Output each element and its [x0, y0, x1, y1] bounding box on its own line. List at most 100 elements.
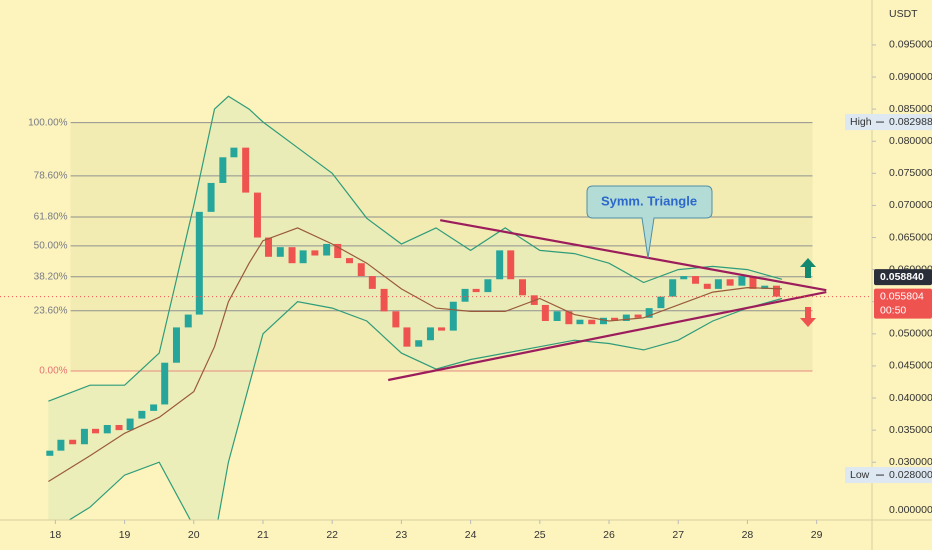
candle-body	[611, 317, 619, 321]
annotation-callout: Symm. Triangle	[586, 185, 713, 259]
candle-body	[195, 211, 203, 315]
trendline	[440, 219, 827, 292]
x-tick-label: 23	[396, 529, 408, 541]
x-tick-label: 27	[672, 529, 684, 541]
bollinger-lower	[68, 297, 783, 520]
candle-body	[703, 283, 711, 289]
candle-body	[276, 247, 284, 257]
candle-body	[438, 327, 446, 331]
candle-body	[126, 418, 134, 431]
y-tick-label: 0.065000	[889, 231, 932, 243]
candle-body	[161, 362, 169, 405]
x-tick-label: 21	[257, 529, 269, 541]
candle-body	[519, 279, 527, 296]
candle-body	[634, 314, 642, 318]
candle-body	[749, 276, 757, 289]
low-value: 0.028000	[889, 469, 932, 481]
candle-body	[46, 450, 54, 456]
x-tick-label: 29	[811, 529, 823, 541]
candle-body	[588, 319, 596, 325]
y-tick-label: 0.075000	[889, 167, 932, 179]
y-tick-label: 0.045000	[889, 360, 932, 372]
candle-body	[138, 410, 146, 419]
x-tick-label: 20	[188, 529, 200, 541]
candle-body	[219, 157, 227, 183]
fib-level-label: 100.00%	[28, 117, 68, 128]
fib-level-label: 61.80%	[34, 212, 68, 223]
candle-body	[69, 439, 77, 445]
candle-body	[726, 279, 734, 286]
plot-area: 100.00% 78.60% 61.80% 50.00% 38.20% 23.60% 0.0…	[0, 95, 872, 520]
candle-body	[541, 304, 549, 321]
candle-body	[172, 327, 180, 363]
moving-average	[48, 227, 783, 483]
candle-body	[484, 279, 492, 293]
candle-body	[507, 250, 515, 280]
fib-level-label: 50.00%	[34, 241, 68, 252]
candle-body	[461, 288, 469, 302]
candle-body	[288, 247, 296, 264]
candle-body	[772, 285, 780, 297]
candle-body	[645, 308, 653, 318]
current-price-label: 0.055804	[880, 290, 924, 302]
fib-level-label: 78.60%	[34, 171, 68, 182]
candle-body	[357, 263, 365, 277]
candle-body	[565, 311, 573, 325]
candle-body	[657, 296, 665, 309]
candle-body	[669, 279, 677, 297]
candle-body	[103, 424, 111, 434]
y-tick-label: 0.095000	[889, 39, 932, 51]
annotation-text: Symm. Triangle	[601, 193, 697, 208]
candle-body	[738, 276, 746, 286]
y-tick-label: 0.040000	[889, 392, 932, 404]
y-tick-label: 0.090000	[889, 71, 932, 83]
candle-body	[576, 319, 584, 325]
candle-body	[150, 404, 158, 411]
candle-body	[265, 237, 273, 257]
candle-body	[80, 428, 88, 445]
candle-body	[599, 317, 607, 325]
down-arrow	[800, 307, 816, 327]
trendline	[387, 291, 827, 382]
candle-body	[184, 314, 192, 328]
candle-body	[253, 192, 261, 238]
candle-body	[115, 424, 123, 431]
candle-body	[761, 285, 769, 289]
candle-body	[472, 288, 480, 293]
candle-body	[496, 250, 504, 280]
x-tick-label: 28	[742, 529, 754, 541]
x-tick-label: 26	[603, 529, 615, 541]
candle-body	[449, 301, 457, 331]
countdown-label: 00:50	[880, 304, 906, 316]
candle-body	[334, 243, 342, 259]
candle-body	[415, 340, 423, 347]
callout-shape	[586, 185, 713, 259]
candle-body	[622, 314, 630, 321]
high-label-box	[845, 114, 932, 131]
candle-body	[426, 327, 434, 341]
candle-body	[207, 182, 215, 212]
candle-body	[368, 276, 376, 289]
current-price-box	[874, 288, 932, 319]
candle-body	[242, 147, 250, 193]
y-tick-label: 0.050000	[889, 328, 932, 340]
candle-body	[92, 428, 100, 434]
fib-level-label: 0.00%	[39, 366, 67, 377]
low-label-box	[845, 467, 932, 484]
band-fill	[48, 96, 782, 520]
candle-body	[403, 327, 411, 347]
y-tick-label: 0.035000	[889, 424, 932, 436]
currency-label: USDT	[889, 8, 918, 20]
x-tick-label: 22	[326, 529, 338, 541]
candle-body	[714, 279, 722, 289]
candle-body	[323, 243, 331, 256]
y-tick-label: 0.085000	[889, 103, 932, 115]
candle-body	[380, 288, 388, 312]
x-tick-label: 25	[534, 529, 546, 541]
axis-footer-label: 0.000000	[889, 504, 932, 516]
x-tick-label: 18	[50, 529, 62, 541]
fib-level-label: 23.60%	[34, 305, 68, 316]
candle-body	[230, 147, 238, 158]
y-tick-label: 0.070000	[889, 199, 932, 211]
